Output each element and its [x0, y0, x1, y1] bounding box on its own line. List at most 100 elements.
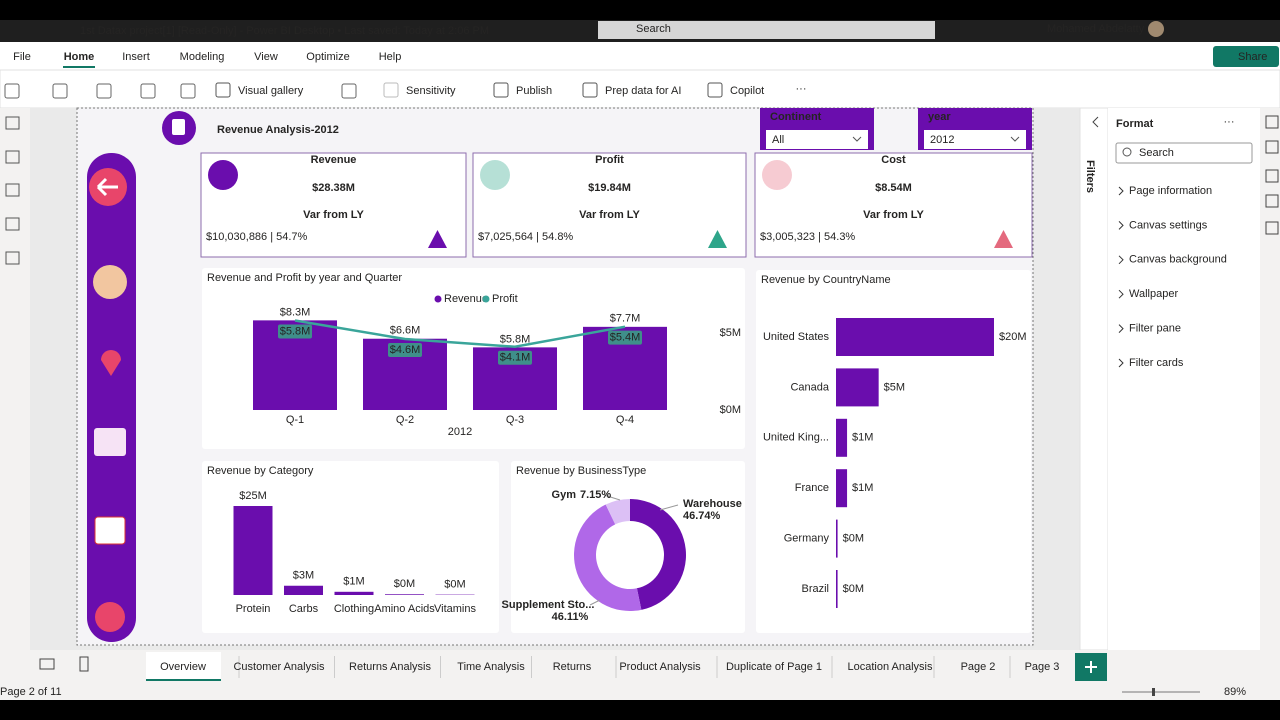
search-box[interactable]	[598, 21, 935, 39]
kpi-subtitle: Var from LY	[303, 209, 364, 221]
nav-product[interactable]	[94, 428, 126, 456]
pane-section[interactable]: Page information	[1129, 185, 1212, 197]
data-label: $4.1M	[500, 352, 531, 364]
menu-item[interactable]: View	[254, 51, 278, 63]
view-icon[interactable]	[5, 251, 20, 265]
x-tick-label: Q-3	[506, 414, 524, 426]
menu-item[interactable]: Home	[64, 51, 95, 63]
y-tick-label: France	[795, 482, 829, 494]
kpi-card	[472, 152, 747, 258]
page-tab[interactable]: Duplicate of Page 1	[726, 661, 822, 673]
legend-label: Revenue	[444, 293, 488, 305]
ribbon-icon[interactable]	[52, 83, 68, 99]
dropdown-chevron	[1010, 136, 1020, 142]
page-tab[interactable]: Page 3	[1025, 661, 1060, 673]
rail-icon[interactable]	[1265, 140, 1279, 154]
kpi-title: Profit	[595, 154, 624, 166]
user-avatar[interactable]	[1148, 21, 1164, 37]
page-tab[interactable]: Returns Analysis	[349, 661, 431, 673]
slice-value: 46.74%	[683, 510, 721, 522]
rail-icon[interactable]	[1265, 221, 1279, 235]
page-indicator: Page 2 of 11	[0, 686, 62, 698]
ribbon-icon[interactable]	[140, 83, 156, 99]
zoom-level: 89%	[1224, 686, 1246, 698]
slicer-label: year	[928, 111, 951, 123]
bar	[836, 570, 838, 608]
y-tick-label: United King...	[763, 432, 829, 444]
filters-label[interactable]: Filters	[1084, 160, 1096, 193]
nav-home[interactable]	[95, 602, 125, 632]
legend-marker	[434, 295, 442, 303]
page-tab[interactable]: Page 2	[961, 661, 996, 673]
pane-section[interactable]: Wallpaper	[1129, 288, 1178, 300]
page-tab[interactable]: Overview	[160, 661, 206, 673]
pane-section[interactable]: Canvas settings	[1129, 219, 1208, 231]
zoom-thumb[interactable]	[1152, 688, 1155, 696]
more-dots: ···	[796, 83, 807, 95]
mobile-view-icon[interactable]	[79, 656, 89, 672]
chart-title: Revenue by CountryName	[761, 274, 891, 286]
page-tab[interactable]: Product Analysis	[619, 661, 701, 673]
view-icon[interactable]	[5, 150, 20, 164]
donut-slice	[630, 499, 687, 610]
rail-icon[interactable]	[1265, 194, 1279, 208]
data-label: $1M	[852, 432, 873, 444]
ribbon-icon[interactable]	[96, 83, 112, 99]
menu-item[interactable]: Optimize	[306, 51, 349, 63]
rail-icon[interactable]	[1265, 169, 1279, 183]
collapse-chevron[interactable]	[1092, 116, 1099, 128]
menu-item[interactable]: File	[13, 51, 31, 63]
kpi-subtitle: Var from LY	[579, 209, 640, 221]
ribbon-button[interactable]: Copilot	[730, 85, 764, 97]
chart-title: Revenue by Category	[207, 465, 314, 477]
pane-search[interactable]	[1115, 142, 1253, 164]
kpi-card	[200, 152, 467, 258]
share-button[interactable]	[1213, 46, 1279, 67]
page-tab[interactable]: Returns	[553, 661, 592, 673]
menu-item[interactable]: Modeling	[180, 51, 225, 63]
ribbon-icon[interactable]	[341, 83, 357, 99]
top-black-band	[0, 0, 1280, 20]
view-icon[interactable]	[5, 217, 20, 231]
data-label: $25M	[239, 490, 267, 502]
menu-item[interactable]: Insert	[122, 51, 150, 63]
kpi-value: $28.38M	[312, 182, 355, 194]
ribbon-icon[interactable]	[4, 83, 20, 99]
data-label: $7.7M	[610, 313, 641, 325]
bar	[836, 368, 879, 407]
plus	[1085, 661, 1097, 673]
slice-label: Warehouse	[683, 498, 742, 510]
y-tick-label: Canada	[790, 381, 829, 393]
page-tab[interactable]: Location Analysis	[848, 661, 933, 673]
ribbon-button[interactable]: Prep data for AI	[605, 85, 681, 97]
desktop-view-icon[interactable]	[39, 658, 55, 670]
page-tab[interactable]: Customer Analysis	[233, 661, 325, 673]
nav-location[interactable]	[101, 350, 121, 376]
chart-title: Revenue by BusinessType	[516, 465, 646, 477]
ribbon-button[interactable]: Sensitivity	[406, 85, 456, 97]
data-label: $1M	[343, 576, 364, 588]
section-chevron	[1118, 186, 1124, 196]
rail-icon[interactable]	[1265, 115, 1279, 129]
ribbon-icon	[215, 82, 231, 98]
slicer-dropdown[interactable]	[924, 130, 1026, 149]
view-icon[interactable]	[5, 116, 20, 130]
x-tick-label: Q-4	[616, 414, 634, 426]
pane-section[interactable]: Canvas background	[1129, 254, 1227, 266]
pane-section[interactable]: Filter pane	[1129, 323, 1181, 335]
slicer-dropdown[interactable]	[766, 130, 868, 149]
x-tick-label: Q-2	[396, 414, 414, 426]
page-tab[interactable]: Time Analysis	[457, 661, 525, 673]
data-label: $3M	[293, 570, 314, 582]
ribbon-button[interactable]: Publish	[516, 85, 552, 97]
chart-title: Revenue and Profit by year and Quarter	[207, 272, 402, 284]
pane-section[interactable]: Filter cards	[1129, 357, 1184, 369]
x-tick-label: Vitamins	[434, 603, 476, 615]
ribbon-button[interactable]: Visual gallery	[238, 85, 304, 97]
view-icon[interactable]	[5, 183, 20, 197]
nav-calendar[interactable]	[94, 516, 126, 545]
menu-item[interactable]: Help	[379, 51, 402, 63]
ribbon-icon[interactable]	[180, 83, 196, 99]
legend-marker	[482, 295, 490, 303]
nav-customer[interactable]	[93, 265, 127, 299]
